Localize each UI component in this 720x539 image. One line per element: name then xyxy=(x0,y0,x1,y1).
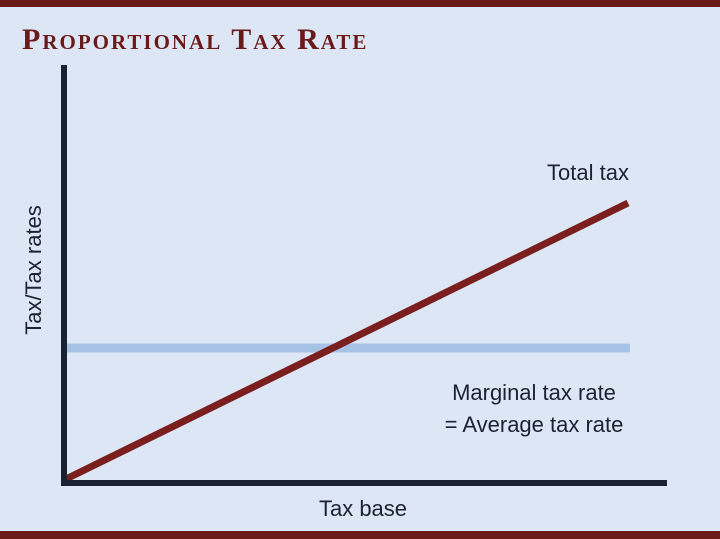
title: Proportional Tax Rate xyxy=(22,23,368,56)
x-axis-label: Tax base xyxy=(319,496,407,521)
total-tax-label: Total tax xyxy=(547,160,629,185)
y-axis-label: Tax/Tax rates xyxy=(21,205,46,335)
top-band xyxy=(0,0,720,7)
average-rate-label: = Average tax rate xyxy=(445,412,624,437)
bottom-band xyxy=(0,531,720,539)
total-tax-line xyxy=(62,199,630,484)
marginal-rate-label: Marginal tax rate xyxy=(452,380,616,405)
